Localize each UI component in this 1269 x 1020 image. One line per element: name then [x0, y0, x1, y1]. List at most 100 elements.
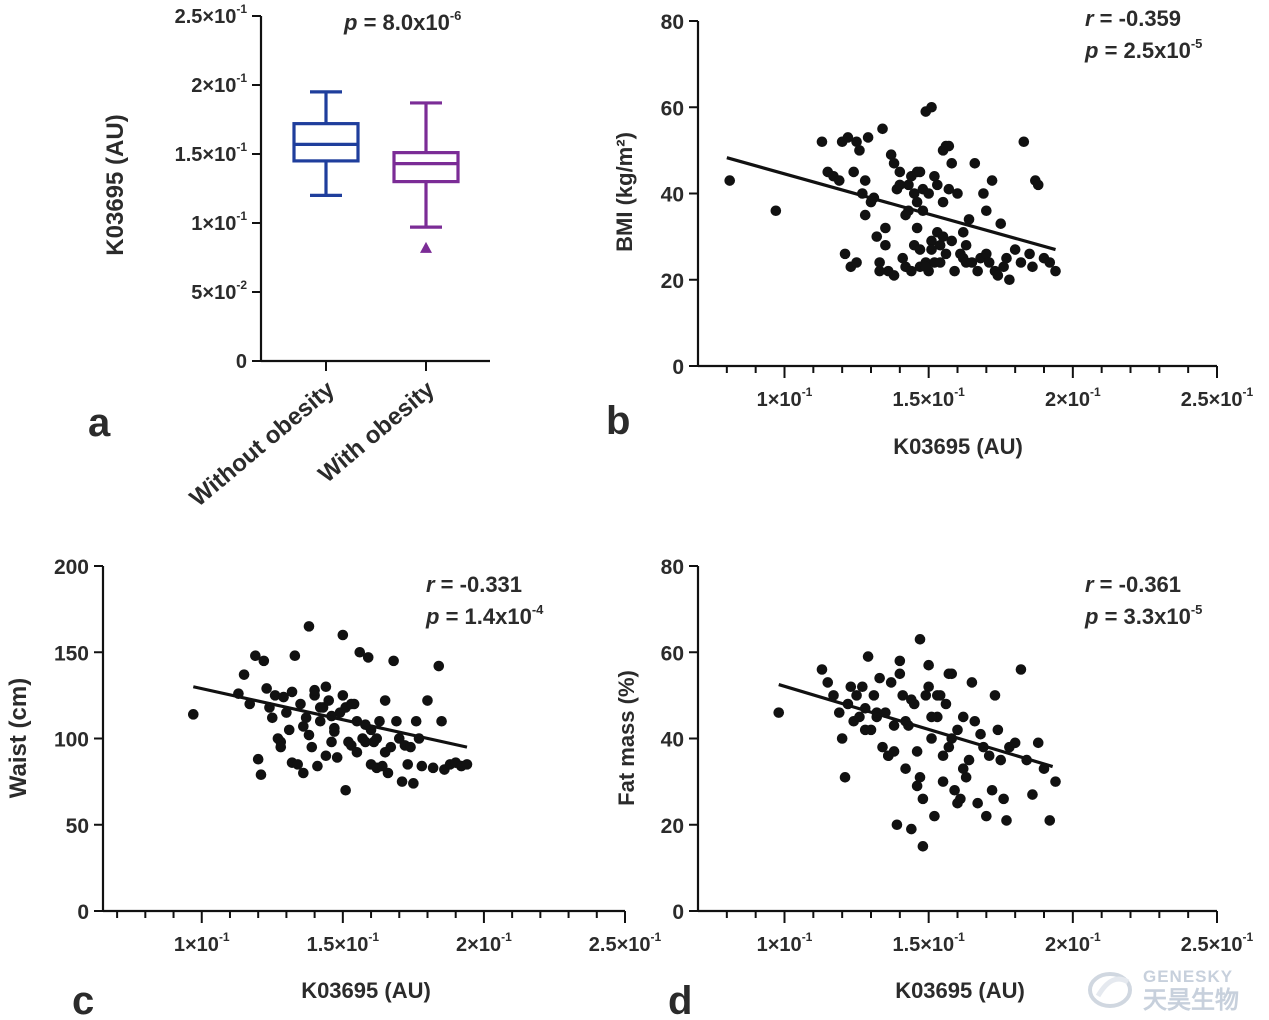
panel-a-pvalue: p = 8.0x10-6	[343, 8, 461, 35]
panel-a-ylabel: K03695 (AU)	[102, 114, 129, 255]
x-tick-label: 1×10-1	[757, 930, 813, 956]
data-point	[816, 664, 828, 675]
y-tick-label: 60	[661, 642, 684, 665]
data-point	[926, 235, 937, 247]
data-point	[926, 244, 937, 255]
data-point	[891, 819, 903, 831]
data-point	[914, 244, 926, 255]
panel-b-xlabel: K03695 (AU)	[893, 434, 1023, 459]
panel-c-ticks: 0 50 100 150 200 1×10-1 1.5×10-1 2×10-1 2.5×10-1	[54, 556, 662, 956]
data-point	[255, 769, 267, 781]
watermark-brand: GENESKY	[1143, 967, 1233, 986]
data-point	[920, 690, 932, 701]
x-tick-label: 1.5×10-1	[892, 385, 965, 411]
y-tick-label: 20	[661, 815, 684, 838]
data-point	[940, 698, 952, 710]
data-point	[427, 762, 439, 774]
data-point	[283, 724, 295, 736]
data-point	[859, 724, 871, 736]
data-point	[1018, 136, 1030, 148]
panel-a-p-eq: =	[357, 10, 382, 35]
data-point	[1001, 252, 1012, 264]
data-point	[1001, 815, 1012, 826]
data-point	[306, 741, 318, 753]
data-point	[894, 668, 906, 680]
panel-d-r: r = -0.361	[1085, 572, 1181, 597]
data-point	[969, 158, 981, 169]
x-tick-label: 2.5×10-1	[589, 930, 662, 956]
data-point	[960, 239, 972, 251]
data-point	[773, 707, 785, 718]
data-point	[992, 724, 1004, 736]
panel-c-r: r = -0.331	[426, 572, 522, 597]
data-point	[998, 793, 1009, 805]
panel-d-xlabel: K03695 (AU)	[895, 978, 1025, 1003]
y-tick-label: 0	[236, 351, 247, 373]
panel-a-p-exp: -6	[450, 8, 462, 23]
data-point	[981, 205, 992, 217]
data-point	[972, 797, 983, 809]
data-point	[289, 650, 301, 661]
panel-a-category-without: Without obesity	[185, 375, 341, 512]
data-point	[908, 188, 920, 199]
y-tick-label: 40	[661, 729, 684, 752]
data-point	[252, 753, 264, 765]
data-point	[926, 101, 937, 113]
data-point	[822, 677, 834, 688]
data-point	[258, 655, 270, 667]
data-point	[402, 759, 414, 770]
data-point	[917, 841, 929, 852]
data-point	[436, 715, 447, 727]
x-tick-label: 1.5×10-1	[892, 930, 965, 956]
x-tick-label: 2.5×10-1	[1181, 385, 1254, 411]
data-point	[862, 651, 874, 662]
y-tick-label: 0	[672, 901, 684, 924]
panel-b-scatter: 0 20 40 60 80 1×10-1 1.5×10-1 2×10-1 2.5×10-1 BM…	[606, 6, 1254, 459]
data-point	[906, 823, 917, 835]
data-point	[422, 695, 433, 706]
data-point	[900, 763, 911, 774]
data-point	[320, 750, 332, 762]
data-point	[337, 629, 349, 641]
data-point	[940, 248, 952, 260]
y-tick-label: 2×10-1	[191, 71, 247, 97]
y-tick-label: 20	[661, 270, 684, 293]
panel-b-r: r = -0.359	[1085, 6, 1181, 31]
panel-d-scatter: 0 20 40 60 80 1×10-1 1.5×10-1 2×10-1 2.5×10-1 Fa…	[614, 556, 1254, 1020]
data-point	[326, 736, 337, 748]
data-point	[351, 747, 363, 758]
data-point	[998, 261, 1009, 273]
data-point	[911, 780, 923, 792]
panel-a-axes	[259, 16, 490, 371]
y-tick-label: 2.5×10-1	[175, 2, 248, 28]
data-point	[911, 746, 923, 757]
box-with-obesity	[392, 101, 460, 253]
data-point	[885, 149, 897, 160]
data-point	[983, 750, 995, 762]
data-point	[1009, 737, 1021, 749]
data-point	[914, 772, 926, 783]
panel-d-p: p = 3.3x10-5	[1084, 602, 1202, 629]
x-tick-label: 2×10-1	[1045, 930, 1101, 956]
data-point	[1044, 815, 1056, 826]
y-tick-label: 0	[77, 901, 89, 924]
y-tick-label: 60	[661, 97, 684, 120]
data-point	[320, 681, 332, 693]
data-point	[975, 728, 986, 740]
panel-d-letter: d	[668, 979, 692, 1020]
panel-a-boxes	[292, 90, 460, 253]
data-point	[839, 248, 851, 260]
data-point	[346, 698, 357, 710]
x-tick-label: 1×10-1	[757, 385, 813, 411]
data-point	[986, 784, 998, 796]
data-point	[238, 669, 250, 680]
box-without-obesity	[292, 90, 360, 197]
data-point	[833, 175, 845, 186]
data-point	[949, 265, 960, 277]
data-point	[391, 715, 402, 727]
data-point	[770, 205, 782, 217]
data-point	[1044, 257, 1056, 268]
data-point	[1027, 261, 1038, 273]
panel-d-ticks: 0 20 40 60 80 1×10-1 1.5×10-1 2×10-1 2.5×10-1	[661, 556, 1254, 956]
data-point	[848, 166, 859, 178]
